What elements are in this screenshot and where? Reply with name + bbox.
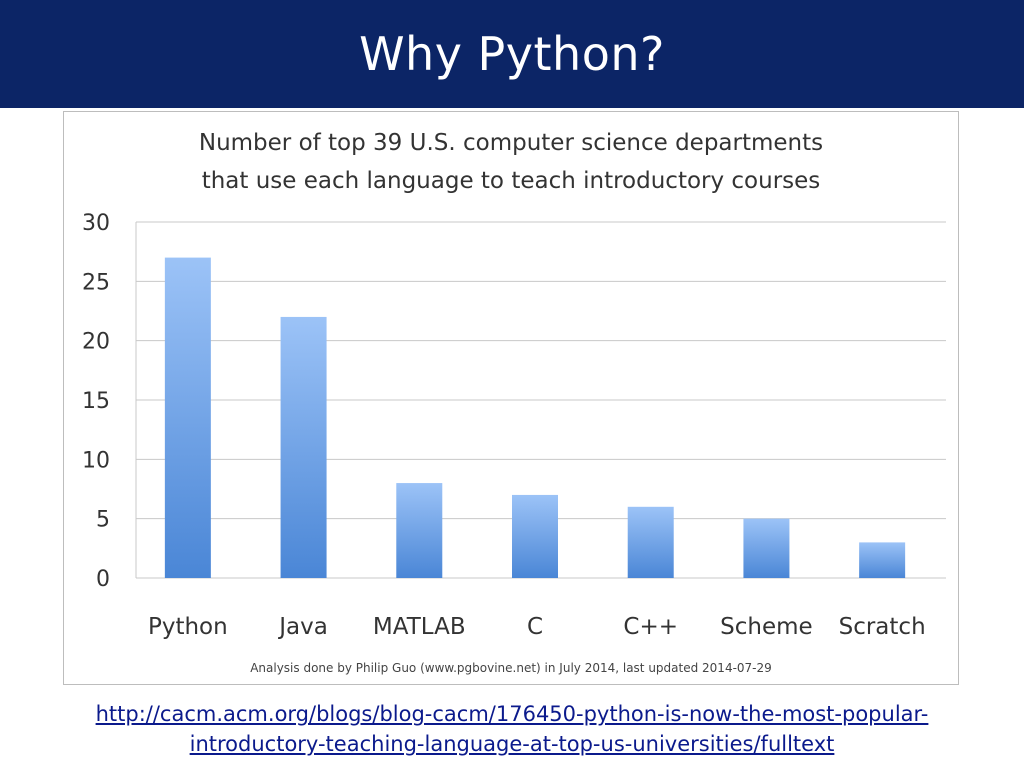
x-category-label: C (527, 614, 543, 640)
chart-footnote: Analysis done by Philip Guo (www.pgbovin… (250, 661, 772, 675)
chart-title-line2: that use each language to teach introduc… (202, 168, 821, 194)
x-category-label: Scratch (839, 614, 926, 640)
bar-chart: Number of top 39 U.S. computer science d… (82, 130, 946, 675)
y-tick-label: 15 (82, 389, 110, 414)
bar-scratch (859, 542, 906, 578)
bars (164, 257, 906, 578)
x-category-label: Python (148, 614, 228, 640)
x-category-label: MATLAB (373, 614, 466, 640)
x-axis-labels: Python Java MATLAB C C++ Scheme Scratch (148, 614, 926, 640)
y-tick-label: 10 (82, 448, 110, 473)
x-category-label: Scheme (720, 614, 813, 640)
y-tick-label: 20 (82, 330, 110, 355)
source-link-line1: http://cacm.acm.org/blogs/blog-cacm/1764… (95, 702, 929, 726)
y-axis: 0 5 10 15 20 25 30 (82, 211, 137, 592)
bar-cpp (627, 506, 674, 578)
y-tick-label: 0 (96, 567, 110, 592)
bar-scheme (743, 518, 790, 578)
bar-matlab (396, 483, 443, 578)
x-category-label: C++ (623, 614, 678, 640)
slide-header: Why Python? (0, 0, 1024, 108)
y-tick-label: 5 (96, 508, 110, 533)
bar-java (280, 316, 327, 578)
source-link-line2: introductory-teaching-language-at-top-us… (189, 732, 835, 756)
bar-c (512, 494, 558, 578)
bar-python (164, 257, 211, 578)
x-category-label: Java (277, 614, 328, 640)
grid-lines (136, 221, 946, 579)
slide-title: Why Python? (359, 27, 665, 81)
source-link-area: http://cacm.acm.org/blogs/blog-cacm/1764… (0, 699, 1024, 759)
source-link[interactable]: http://cacm.acm.org/blogs/blog-cacm/1764… (0, 699, 1024, 759)
chart-frame: Number of top 39 U.S. computer science d… (63, 111, 959, 685)
chart-title-line1: Number of top 39 U.S. computer science d… (199, 130, 823, 156)
y-tick-label: 30 (82, 211, 110, 236)
y-tick-label: 25 (82, 270, 110, 295)
